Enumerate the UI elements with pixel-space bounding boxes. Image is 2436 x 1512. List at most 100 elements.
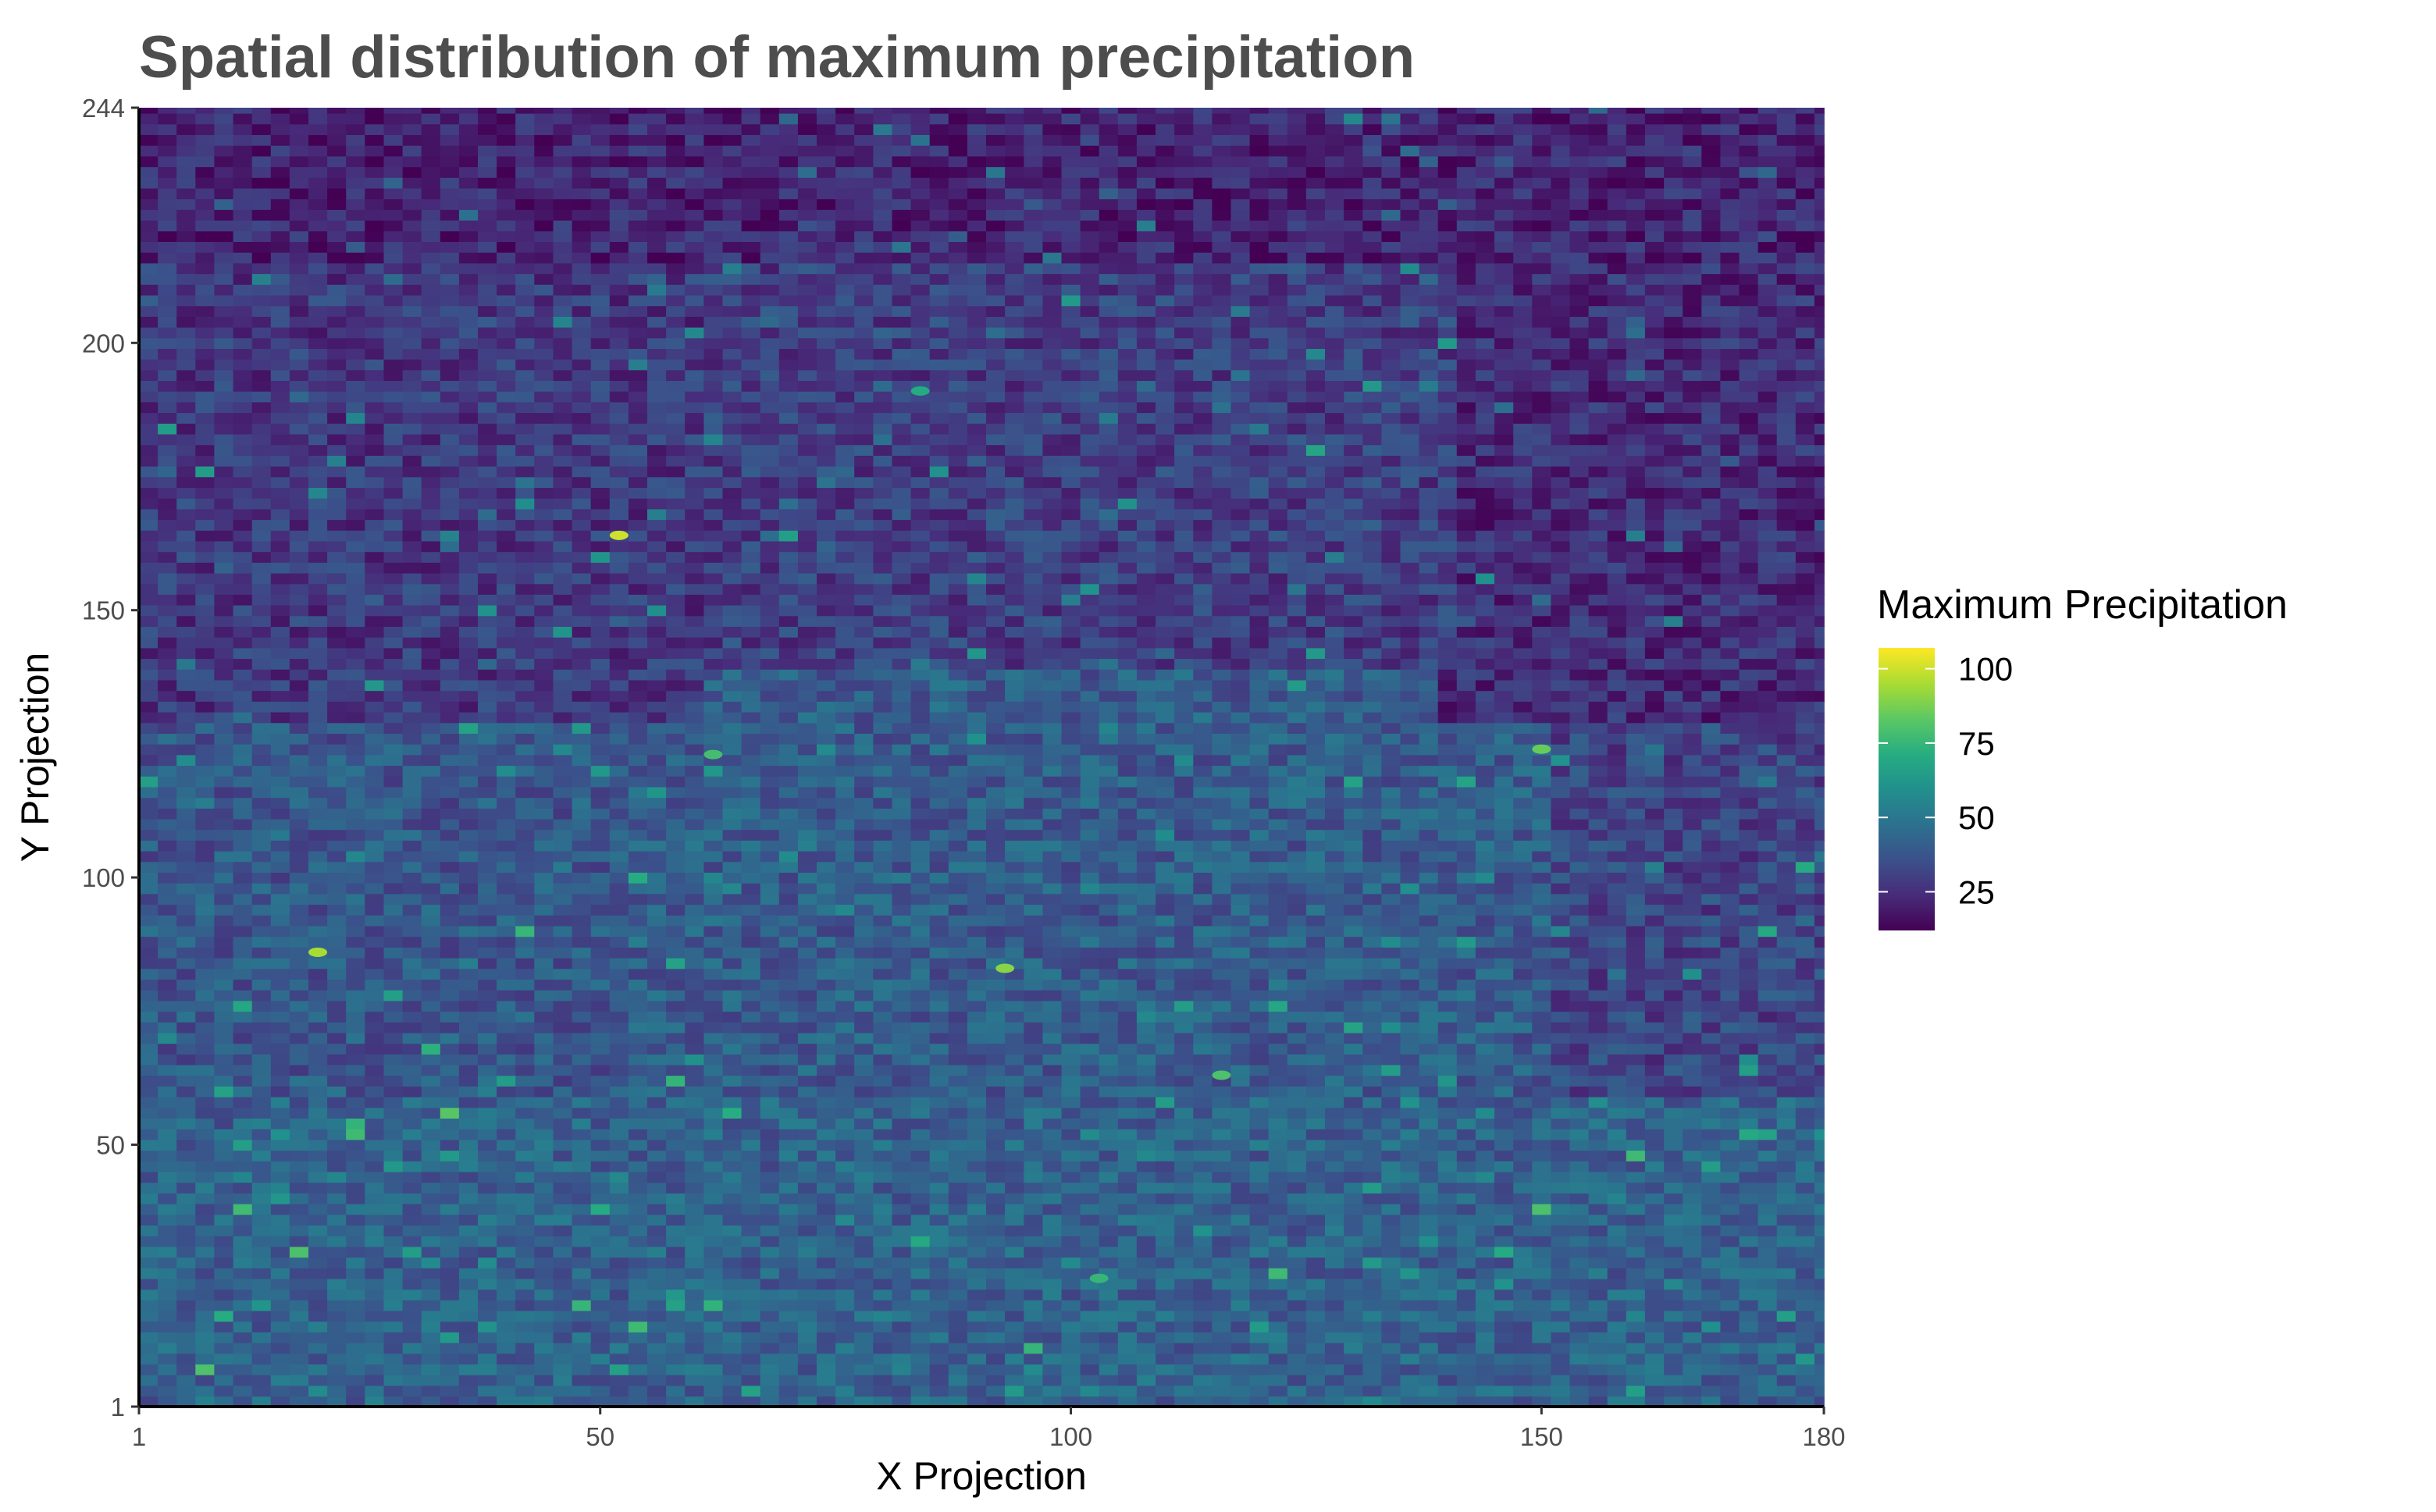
heatmap-cell — [647, 337, 667, 349]
heatmap-cell — [553, 1203, 573, 1215]
heatmap-cell — [628, 1203, 648, 1215]
heatmap-cell — [817, 669, 836, 681]
heatmap-cell — [270, 636, 290, 649]
heatmap-cell — [270, 1300, 290, 1311]
heatmap-cell — [440, 1075, 460, 1087]
heatmap-cell — [346, 316, 366, 328]
heatmap-cell — [609, 1342, 629, 1354]
heatmap-cell — [458, 1300, 479, 1311]
heatmap-cell — [440, 1086, 460, 1098]
heatmap-cell — [892, 1118, 912, 1130]
heatmap-cell — [741, 840, 761, 852]
heatmap-cell — [722, 144, 743, 157]
heatmap-cell — [270, 1246, 290, 1258]
heatmap-cell — [346, 358, 366, 371]
heatmap-cell — [383, 818, 404, 831]
heatmap-cell — [402, 241, 422, 253]
heatmap-cell — [515, 112, 536, 125]
heatmap-cell — [797, 1150, 817, 1162]
heatmap-cell — [346, 1310, 366, 1322]
heatmap-cell — [609, 337, 629, 349]
heatmap-cell — [195, 808, 215, 820]
heatmap-cell — [722, 1289, 743, 1300]
heatmap-cell — [741, 1150, 761, 1162]
heatmap-cell — [383, 1075, 404, 1087]
heatmap-cell — [497, 294, 516, 307]
heatmap-cell — [647, 915, 667, 927]
heatmap-cell — [515, 241, 536, 253]
heatmap-cell — [515, 316, 536, 328]
heatmap-cell — [176, 1150, 197, 1162]
heatmap-cell — [854, 626, 874, 638]
heatmap-cell — [289, 134, 309, 146]
heatmap-cell — [722, 583, 743, 595]
heatmap-cell — [892, 1107, 912, 1119]
heatmap-cell — [289, 465, 309, 478]
heatmap-cell — [214, 1011, 234, 1023]
heatmap-cell — [233, 1086, 253, 1098]
heatmap-cell — [289, 679, 309, 692]
heatmap-cell — [195, 1075, 215, 1087]
heatmap-cell — [515, 1171, 536, 1183]
heatmap-cell — [778, 711, 799, 724]
heatmap-cell — [703, 904, 724, 916]
heatmap-cell — [722, 123, 743, 135]
heatmap-cell — [421, 989, 441, 1001]
heatmap-cell — [458, 508, 479, 521]
heatmap-cell — [327, 1225, 347, 1236]
heatmap-cell — [703, 1235, 724, 1247]
heatmap-cell — [534, 722, 554, 734]
heatmap-cell — [515, 1310, 536, 1322]
heatmap-cell — [214, 1396, 234, 1407]
heatmap-cell — [346, 957, 366, 969]
heatmap-cell — [835, 850, 855, 863]
heatmap-cell — [609, 1278, 629, 1290]
heatmap-cell — [854, 797, 874, 809]
heatmap-cell — [741, 455, 761, 467]
heatmap-cell — [741, 1353, 761, 1364]
heatmap-cell — [421, 305, 441, 317]
heatmap-cell — [214, 722, 234, 734]
heatmap-cell — [176, 1161, 197, 1172]
heatmap-cell — [346, 155, 366, 168]
heatmap-cell — [515, 508, 536, 521]
heatmap-cell — [365, 743, 385, 756]
heatmap-cell — [628, 957, 648, 969]
heatmap-cell — [722, 1300, 743, 1311]
heatmap-cell — [270, 957, 290, 969]
heatmap-cell — [233, 893, 253, 905]
heatmap-cell — [685, 979, 705, 991]
heatmap-cell — [534, 947, 554, 959]
heatmap-cell — [817, 754, 836, 767]
heatmap-cell — [854, 144, 874, 157]
heatmap-cell — [214, 241, 234, 253]
heatmap-cell — [421, 423, 441, 435]
heatmap-cell — [553, 722, 573, 734]
heatmap-cell — [176, 1374, 197, 1386]
heatmap-cell — [778, 251, 799, 264]
heatmap-cell — [685, 198, 705, 210]
heatmap-cell — [139, 1064, 158, 1076]
heatmap-cell — [835, 1182, 855, 1194]
heatmap-cell — [892, 1064, 912, 1076]
heatmap-cell — [346, 1257, 366, 1268]
heatmap-cell — [402, 358, 422, 371]
heatmap-cell — [176, 519, 197, 531]
heatmap-cell — [478, 818, 497, 831]
heatmap-cell — [685, 679, 705, 692]
heatmap-cell — [158, 155, 177, 168]
heatmap-cell — [289, 316, 309, 328]
heatmap-cell — [270, 1374, 290, 1386]
heatmap-cell — [703, 273, 724, 285]
heatmap-cell — [195, 818, 215, 831]
heatmap-cell — [139, 722, 158, 734]
heatmap-cell — [722, 562, 743, 574]
heatmap-cell — [421, 209, 441, 221]
heatmap-cell — [854, 1364, 874, 1375]
heatmap-cell — [214, 1064, 234, 1076]
heatmap-cell — [365, 1364, 385, 1375]
heatmap-cell — [402, 187, 422, 200]
heatmap-cell — [327, 112, 347, 125]
heatmap-cell — [778, 808, 799, 820]
heatmap-cell — [778, 957, 799, 969]
